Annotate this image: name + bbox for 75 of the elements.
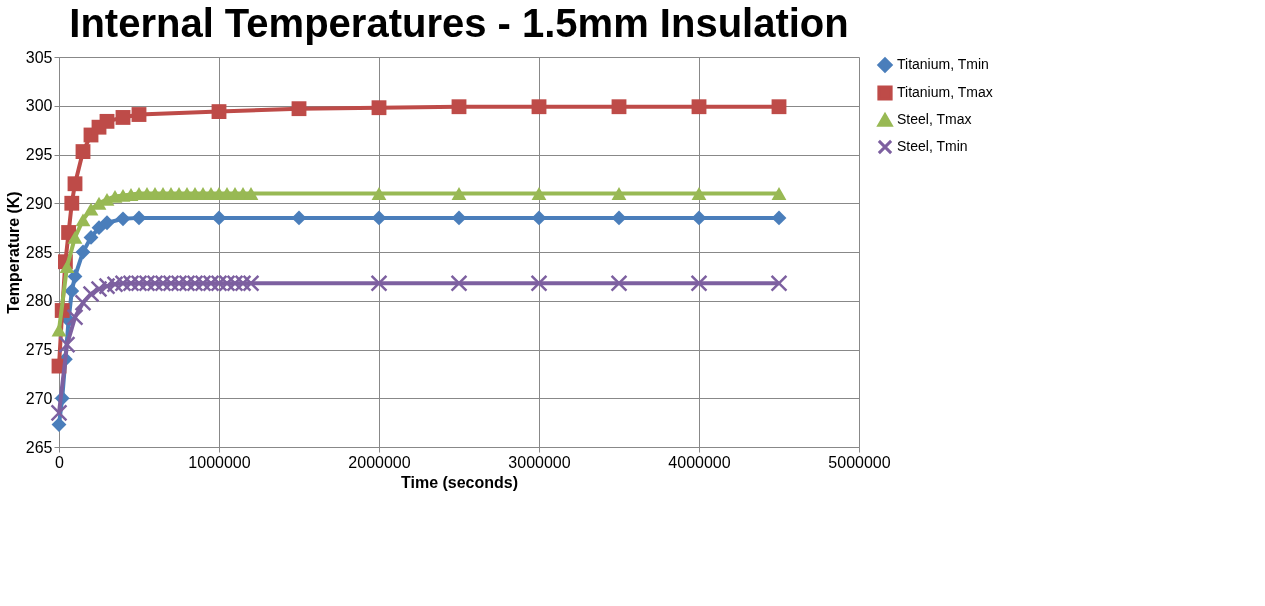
point	[291, 101, 307, 117]
point	[371, 100, 387, 116]
point	[370, 274, 388, 292]
point	[771, 210, 787, 226]
chart-title: Internal Temperatures - 1.5mm Insulation	[69, 1, 849, 45]
x-tick-label: 0	[55, 453, 65, 471]
y-tick-label: 290	[25, 194, 53, 212]
point	[59, 260, 75, 274]
point	[611, 187, 627, 200]
point	[51, 323, 67, 337]
x-tick-label: 2000000	[348, 453, 411, 471]
point	[131, 210, 147, 226]
x-tick-label: 3000000	[508, 453, 571, 471]
y-tick-label: 295	[25, 146, 53, 163]
point	[82, 285, 100, 303]
x-tick-label: 1000000	[188, 453, 251, 471]
point	[611, 99, 627, 115]
point	[64, 195, 80, 211]
point	[66, 308, 84, 326]
point	[611, 210, 627, 226]
point	[64, 283, 80, 299]
point	[83, 229, 99, 245]
x-tick-label: 5000000	[828, 453, 891, 471]
legend-label: Titanium, Tmax	[897, 84, 993, 100]
point	[75, 213, 91, 227]
point	[50, 404, 68, 422]
point	[771, 187, 787, 200]
point	[531, 210, 547, 226]
point	[451, 99, 467, 115]
point	[115, 211, 131, 227]
point	[75, 244, 91, 260]
y-axis-title: Temperature (K)	[4, 191, 22, 314]
point	[115, 110, 131, 125]
point	[691, 99, 707, 115]
point	[91, 220, 107, 236]
y-tick-label: 270	[25, 389, 53, 407]
point	[99, 215, 115, 231]
point	[67, 230, 83, 244]
y-tick-label: 305	[25, 48, 53, 66]
point	[291, 210, 307, 226]
point	[771, 99, 787, 115]
point	[770, 274, 788, 292]
point	[690, 274, 708, 292]
point	[451, 187, 467, 200]
x-tick-label: 4000000	[668, 453, 731, 471]
legend-label: Titanium, Tmin	[897, 56, 989, 72]
point	[691, 187, 707, 200]
point	[58, 335, 76, 354]
point	[75, 144, 91, 159]
point	[211, 104, 227, 120]
y-tick-label: 265	[25, 438, 53, 456]
point	[610, 274, 628, 292]
point	[83, 202, 99, 216]
point	[90, 280, 108, 298]
y-tick-label: 285	[25, 243, 53, 261]
point	[371, 187, 387, 200]
y-tick-label: 280	[25, 292, 53, 310]
y-tick-label: 275	[25, 341, 53, 358]
point	[371, 210, 387, 226]
point	[67, 176, 83, 192]
point	[451, 210, 467, 226]
point	[74, 294, 92, 312]
x-axis-title: Time (seconds)	[400, 473, 519, 491]
legend-label: Steel, Tmax	[897, 111, 972, 127]
point	[211, 210, 227, 226]
point	[531, 187, 547, 200]
point	[531, 99, 547, 115]
point	[530, 274, 548, 292]
point	[99, 113, 115, 129]
point	[450, 274, 468, 292]
point	[691, 210, 707, 226]
legend-label: Steel, Tmin	[897, 138, 968, 154]
y-tick-label: 300	[25, 97, 53, 115]
point	[67, 268, 83, 284]
point	[131, 107, 147, 122]
